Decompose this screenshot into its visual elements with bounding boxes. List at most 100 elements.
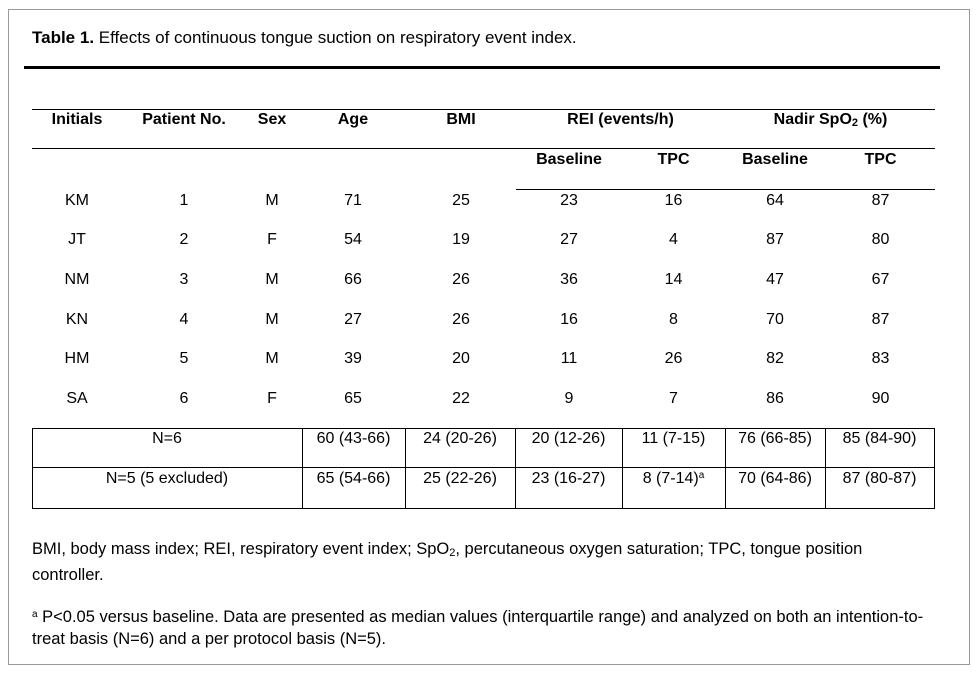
cell-patient-no: 3 (179, 271, 189, 288)
cell-spo2-tpc: 80 (871, 231, 890, 248)
cell-age: 71 (344, 192, 362, 209)
cell-sex: M (265, 350, 279, 367)
cell-spo2-baseline: 82 (766, 350, 784, 367)
cell-bmi: 26 (452, 311, 470, 328)
cell-age: 65 (344, 390, 362, 407)
cell-bmi: 25 (452, 192, 470, 209)
nadir-label: Nadir SpO (773, 111, 852, 128)
nadir-unit: (%) (858, 111, 888, 128)
abbrev-text-2: , percutaneous oxygen saturation; TPC, t… (32, 540, 863, 584)
summary-rei-baseline: 23 (16-27) (531, 470, 606, 487)
footnote-text: P<0.05 versus baseline. Data are present… (32, 608, 924, 648)
cell-patient-no: 2 (179, 231, 189, 248)
cell-patient-no: 1 (179, 192, 189, 209)
summary-spo2-tpc: 85 (84-90) (842, 430, 917, 447)
abbreviations-note: BMI, body mass index; REI, respiratory e… (32, 538, 932, 586)
cell-patient-no: 4 (179, 311, 189, 328)
cell-spo2-tpc: 67 (871, 271, 890, 288)
table-title-text: Effects of continuous tongue suction on … (98, 28, 577, 47)
cell-spo2-baseline: 87 (766, 231, 784, 248)
cell-sex: M (265, 271, 279, 288)
cell-bmi: 26 (452, 271, 470, 288)
cell-spo2-baseline: 70 (766, 311, 784, 328)
summary-label: N=6 (152, 430, 182, 447)
nadir-subscript: 2 (851, 117, 859, 129)
cell-rei-baseline: 11 (560, 350, 578, 367)
summary-vline (302, 428, 303, 509)
cell-bmi: 22 (452, 390, 470, 407)
col-header-patient-no: Patient No. (142, 111, 226, 128)
summary-rei-tpc-value: 8 (7-14) (642, 470, 699, 487)
cell-sex: M (265, 192, 279, 209)
summary-top-rule (32, 428, 935, 429)
cell-sex: F (267, 231, 277, 248)
summary-spo2-baseline: 70 (64-86) (738, 470, 812, 487)
cell-rei-baseline: 36 (560, 271, 578, 288)
col-header-initials: Initials (51, 111, 103, 128)
cell-rei-tpc: 7 (669, 390, 678, 407)
cell-rei-tpc: 26 (664, 350, 683, 367)
cell-age: 27 (344, 311, 362, 328)
summary-bmi: 25 (22-26) (423, 470, 497, 487)
col-header-bmi: BMI (446, 111, 476, 128)
col-header-nadir-spo2: Nadir SpO2 (%) (726, 111, 935, 129)
summary-spo2-baseline: 76 (66-85) (738, 430, 812, 447)
cell-rei-tpc: 14 (664, 271, 683, 288)
cell-rei-baseline: 9 (564, 390, 574, 407)
cell-rei-baseline: 27 (560, 231, 578, 248)
cell-spo2-baseline: 64 (766, 192, 784, 209)
cell-bmi: 20 (452, 350, 470, 367)
cell-spo2-tpc: 87 (871, 192, 890, 209)
cell-spo2-baseline: 47 (766, 271, 784, 288)
cell-initials: KM (65, 192, 89, 209)
cell-rei-tpc: 16 (664, 192, 683, 209)
subheader-spo2-tpc: TPC (864, 151, 897, 168)
summary-bmi: 24 (20-26) (423, 430, 497, 447)
footnote-mark: a (32, 609, 38, 620)
cell-sex: F (267, 390, 277, 407)
cell-initials: NM (64, 271, 90, 288)
summary-bottom-rule (32, 508, 935, 509)
summary-spo2-tpc: 87 (80-87) (842, 470, 917, 487)
header-top-rule (32, 109, 935, 110)
summary-label: N=5 (5 excluded) (105, 470, 229, 487)
cell-rei-baseline: 16 (560, 311, 578, 328)
subheader-rei-tpc: TPC (657, 151, 690, 168)
col-header-sex: Sex (257, 111, 287, 128)
summary-rei-tpc: 8 (7-14)a (622, 470, 725, 488)
cell-initials: SA (66, 390, 88, 407)
summary-vline (934, 428, 935, 509)
cell-spo2-baseline: 86 (766, 390, 784, 407)
summary-vline (825, 428, 826, 509)
table-title-label: Table 1. (32, 28, 95, 47)
cell-initials: KN (65, 311, 89, 328)
cell-sex: M (265, 311, 279, 328)
summary-age: 65 (54-66) (316, 470, 391, 487)
col-header-age: Age (337, 111, 369, 128)
cell-rei-tpc: 4 (669, 231, 678, 248)
summary-rei-tpc-mark: a (698, 470, 705, 481)
summary-vline (622, 428, 623, 509)
summary-age: 60 (43-66) (316, 430, 391, 447)
summary-mid-rule (32, 467, 935, 468)
summary-rei-tpc-value: 11 (7-15) (641, 430, 706, 447)
summary-vline (515, 428, 516, 509)
cell-spo2-tpc: 87 (871, 311, 890, 328)
cell-initials: HM (64, 350, 90, 367)
abbrev-text-1: BMI, body mass index; REI, respiratory e… (32, 540, 450, 558)
cell-initials: JT (68, 231, 86, 248)
header-mid-rule (32, 148, 935, 149)
subheader-rule (516, 189, 935, 190)
cell-rei-tpc: 8 (669, 311, 678, 328)
cell-spo2-tpc: 90 (871, 390, 890, 407)
cell-age: 39 (344, 350, 362, 367)
subheader-spo2-baseline: Baseline (742, 151, 808, 168)
cell-bmi: 19 (452, 231, 470, 248)
col-header-rei: REI (events/h) (567, 111, 674, 128)
footnote: a P<0.05 versus baseline. Data are prese… (32, 604, 932, 650)
summary-vline (725, 428, 726, 509)
cell-age: 54 (344, 231, 362, 248)
summary-vline (32, 428, 33, 509)
subheader-rei-baseline: Baseline (536, 151, 602, 168)
cell-patient-no: 6 (179, 390, 189, 407)
